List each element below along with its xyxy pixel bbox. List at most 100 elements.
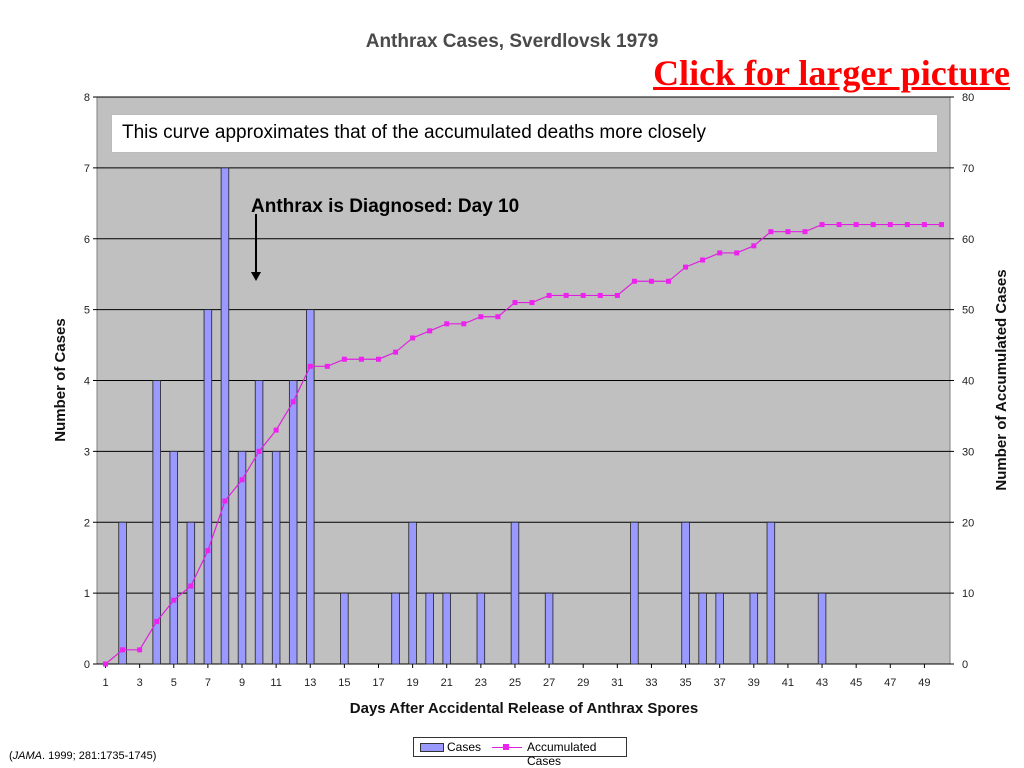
accumulated-point [290, 399, 296, 405]
cases-bar [766, 521, 776, 665]
x-tick-label: 43 [816, 677, 828, 689]
x-tick-label: 49 [918, 677, 930, 689]
accumulated-point [137, 647, 143, 653]
accumulated-point [853, 222, 859, 228]
accumulated-point [341, 356, 347, 362]
citation: (JAMA. 1999; 281:1735-1745) [9, 750, 156, 762]
cases-bar [630, 521, 639, 665]
accumulated-point [529, 300, 535, 306]
x-tick-label: 33 [645, 677, 657, 689]
accumulated-point [734, 250, 740, 256]
x-axis-ticks: 1 3 5 7 9 11 13 15 17 19 21 23 25 27 29 31 33 35 37 39 41 43 4… [102, 664, 931, 689]
x-tick-label: 31 [611, 677, 623, 689]
x-tick-label: 41 [782, 677, 794, 689]
left-tick-label: 7 [84, 163, 90, 175]
accumulated-point [938, 222, 944, 228]
x-tick-label: 27 [543, 677, 555, 689]
accumulated-point [802, 229, 808, 235]
cases-bar [306, 309, 315, 665]
x-tick-label: 39 [748, 677, 760, 689]
right-tick-label: 70 [962, 163, 974, 175]
citation-rest: . 1999; 281:1735-1745) [42, 750, 157, 762]
accumulated-point [580, 292, 586, 298]
cases-bar [220, 167, 230, 665]
accumulated-point [256, 448, 262, 454]
accumulated-point [512, 300, 518, 306]
x-tick-label: 25 [509, 677, 521, 689]
x-tick-label: 3 [137, 677, 143, 689]
accumulated-point [717, 250, 723, 256]
grid-lines [97, 96, 950, 665]
x-tick-label: 21 [441, 677, 453, 689]
cases-bar [391, 592, 400, 665]
left-tick-label: 4 [84, 376, 90, 388]
legend-cases-label: Cases [447, 740, 482, 754]
cases-bar [408, 521, 417, 665]
cases-bar [118, 521, 127, 665]
accumulated-point [120, 647, 126, 653]
cases-bars [118, 167, 827, 665]
x-tick-label: 19 [406, 677, 418, 689]
accumulated-point [785, 229, 791, 235]
cases-bar [340, 592, 349, 665]
cases-bar [749, 592, 759, 665]
diagnosis-arrow [251, 214, 261, 281]
accumulated-point [751, 243, 757, 249]
citation-open: ( [9, 750, 13, 762]
right-axis-ticks: 0 10 20 30 40 50 60 70 80 [950, 92, 974, 671]
accumulated-point [683, 264, 689, 270]
cases-bar [681, 521, 690, 665]
left-tick-label: 2 [84, 517, 90, 529]
left-tick-label: 6 [84, 234, 90, 246]
x-tick-label: 5 [171, 677, 177, 689]
right-tick-label: 80 [962, 92, 974, 104]
left-tick-label: 3 [84, 446, 90, 458]
x-tick-label: 47 [884, 677, 896, 689]
accumulated-point [154, 618, 160, 624]
accumulated-line-path [105, 223, 942, 665]
accumulated-point [836, 222, 842, 228]
y2-axis-title: Number of Accumulated Cases [993, 269, 1010, 490]
chart-title: Anthrax Cases, Sverdlovsk 1979 [366, 31, 659, 52]
x-tick-label: 15 [338, 677, 350, 689]
accumulated-point [921, 222, 927, 228]
right-tick-label: 30 [962, 446, 974, 458]
accumulated-point [358, 356, 364, 362]
x-tick-label: 35 [679, 677, 691, 689]
left-axis-ticks: 0 1 2 3 4 5 6 7 8 [84, 92, 97, 671]
legend-cases-swatch [420, 743, 444, 752]
accumulated-point [819, 222, 825, 228]
accumulated-point [393, 349, 399, 355]
cases-bar [271, 450, 281, 665]
cases-bar [476, 592, 486, 665]
cases-bar [817, 592, 827, 665]
accumulated-point [461, 321, 467, 327]
x-tick-label: 7 [205, 677, 211, 689]
right-tick-label: 10 [962, 588, 974, 600]
accumulated-point [546, 292, 552, 298]
accumulated-line [103, 222, 944, 667]
accumulated-point [410, 335, 416, 341]
left-tick-label: 0 [84, 659, 90, 671]
x-tick-label: 45 [850, 677, 862, 689]
accumulated-point [495, 314, 501, 320]
accumulated-point [614, 292, 620, 298]
right-tick-label: 20 [962, 517, 974, 529]
cases-bar [203, 309, 213, 665]
accumulated-point [870, 222, 876, 228]
right-tick-label: 0 [962, 659, 968, 671]
x-tick-label: 13 [304, 677, 316, 689]
left-tick-label: 8 [84, 92, 90, 104]
accumulated-point [478, 314, 484, 320]
right-tick-label: 40 [962, 376, 974, 388]
accumulated-point [904, 222, 910, 228]
larger-picture-link[interactable]: Click for larger picture [653, 53, 1010, 93]
y-axis-title: Number of Cases [52, 318, 69, 441]
right-tick-label: 50 [962, 305, 974, 317]
accumulated-point [631, 278, 637, 284]
legend-accumulated-marker [503, 744, 509, 750]
cases-bar [544, 592, 554, 665]
accumulated-point [700, 257, 706, 263]
cases-bar [510, 521, 520, 665]
